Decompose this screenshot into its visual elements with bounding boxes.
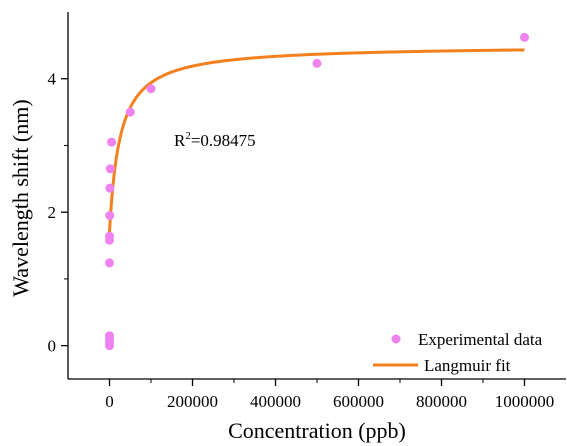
y-axis-ticks: 0 2 4 <box>48 70 68 356</box>
x-tick-label: 400000 <box>250 392 301 411</box>
data-point <box>105 164 115 174</box>
langmuir-fit-curve <box>108 48 525 233</box>
data-point <box>105 211 115 221</box>
y-tick-label: 2 <box>48 203 57 222</box>
y-tick-label: 4 <box>48 70 57 89</box>
data-point <box>105 331 114 341</box>
y-tick-label: 0 <box>48 337 57 356</box>
legend-label-experimental: Experimental data <box>418 330 543 349</box>
x-tick-label: 800000 <box>416 392 467 411</box>
data-point <box>520 32 529 42</box>
legend: Experimental data Langmuir fit <box>373 330 543 375</box>
data-point <box>105 258 114 268</box>
r-squared-annotation: R2=0.98475 <box>174 130 256 150</box>
legend-label-langmuir: Langmuir fit <box>424 356 511 375</box>
r-squared-value: =0.98475 <box>191 131 256 150</box>
data-point <box>312 58 322 68</box>
y-axis-title: Wavelength shift (nm) <box>8 99 33 296</box>
data-point <box>107 137 117 147</box>
r-squared-base: R <box>174 131 186 150</box>
x-axis-ticks: 0 200000 400000 600000 800000 1000000 <box>105 379 554 411</box>
x-tick-label: 600000 <box>333 392 384 411</box>
x-axis-title: Concentration (ppb) <box>228 418 406 443</box>
x-tick-label: 0 <box>105 392 114 411</box>
x-tick-label: 200000 <box>167 392 218 411</box>
data-point <box>105 183 115 193</box>
x-tick-label: 1000000 <box>495 392 555 411</box>
legend-marker-experimental <box>391 334 401 344</box>
data-point <box>125 107 135 117</box>
data-point <box>146 84 156 94</box>
data-point <box>105 231 114 241</box>
r-squared-superscript: 2 <box>185 130 191 142</box>
experimental-data-points <box>105 32 529 351</box>
